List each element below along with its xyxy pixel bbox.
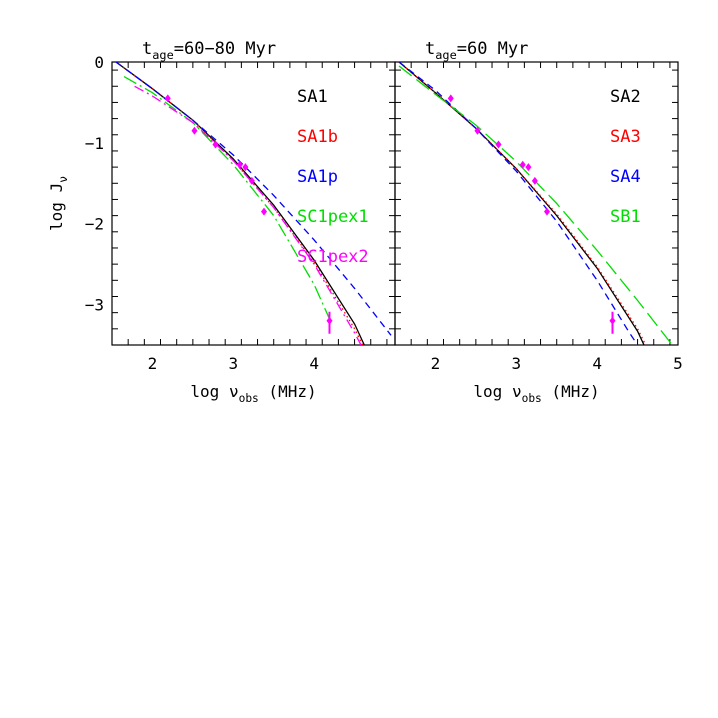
observation-point: [248, 176, 255, 185]
panel-title: tage=60−80 Myr: [142, 39, 276, 62]
y-axis-label-sub: ν: [57, 176, 70, 183]
x-tick-label: 2: [148, 354, 158, 373]
observation-point: [447, 94, 454, 103]
x-tick-label: 2: [431, 354, 441, 373]
x-axis-label-sub: obs: [522, 392, 542, 405]
title-sub: age: [152, 48, 173, 62]
series-line-sc1pex2: [134, 85, 362, 345]
y-axis-label: log Jν: [47, 176, 70, 231]
legend-label-sc1pex1: SC1pex1: [297, 207, 369, 227]
legend-label-sb1: SB1: [610, 207, 641, 227]
observation-point: [531, 176, 538, 185]
x-tick-label: 3: [228, 354, 238, 373]
y-tick-label: 0: [94, 53, 104, 72]
legend-label-sa2: SA2: [610, 87, 641, 107]
y-tick-label: −2: [85, 215, 104, 234]
legend-label-sa1: SA1: [297, 87, 328, 107]
x-axis-label-symbol: ν: [229, 382, 239, 401]
observation-point: [261, 207, 268, 216]
legend-label-sc1pex2: SC1pex2: [297, 247, 369, 267]
series-line-sa1p: [115, 62, 392, 336]
x-axis-label-unit: (MHz): [542, 382, 600, 401]
series-line-sc1pex1: [123, 76, 331, 321]
title-main: t: [425, 39, 435, 59]
x-tick-label: 4: [592, 354, 602, 373]
x-axis-label-symbol: ν: [512, 382, 522, 401]
series-line-sa4: [398, 62, 639, 345]
y-tick-label: −1: [85, 134, 104, 153]
x-tick-label: 5: [673, 354, 683, 373]
observation-point: [236, 160, 243, 169]
plot-frame: [394, 61, 679, 346]
upper-limit-point: [609, 316, 616, 325]
x-axis-label-prefix: log: [190, 382, 229, 401]
title-rest: =60 Myr: [457, 39, 529, 59]
observation-point: [191, 126, 198, 135]
legend-label-sa1p: SA1p: [297, 167, 338, 187]
series-line-sa3: [398, 62, 647, 345]
legend-label-sa4: SA4: [610, 167, 641, 187]
observation-point: [242, 163, 249, 172]
observation-point: [519, 160, 526, 169]
observation-point: [544, 207, 551, 216]
y-axis-label-prefix: log J: [47, 183, 66, 231]
x-axis-label: log νobs (MHz): [473, 382, 599, 405]
title-rest: =60−80 Myr: [174, 39, 276, 59]
observation-point: [164, 94, 171, 103]
panel-title: tage=60 Myr: [425, 39, 528, 62]
upper-limit-point: [326, 316, 333, 325]
x-tick-label: 3: [511, 354, 521, 373]
y-tick-label: −3: [85, 296, 104, 315]
observation-point: [212, 140, 219, 149]
x-axis-label-sub: obs: [239, 392, 259, 405]
x-tick-label: 4: [309, 354, 319, 373]
observation-point: [525, 163, 532, 172]
observation-point: [474, 126, 481, 135]
x-axis-label-unit: (MHz): [259, 382, 317, 401]
observation-point: [495, 140, 502, 149]
legend-label-sa1b: SA1b: [297, 127, 338, 147]
legend-label-sa3: SA3: [610, 127, 641, 147]
title-main: t: [142, 39, 152, 59]
title-sub: age: [435, 48, 456, 62]
right-panel: 2 3 4 5 tage=60 Myr log νobs (MHz) SA2 SA3 SA4 SB…: [394, 39, 683, 405]
x-axis-label: log νobs (MHz): [190, 382, 316, 405]
x-axis-label-prefix: log: [473, 382, 512, 401]
